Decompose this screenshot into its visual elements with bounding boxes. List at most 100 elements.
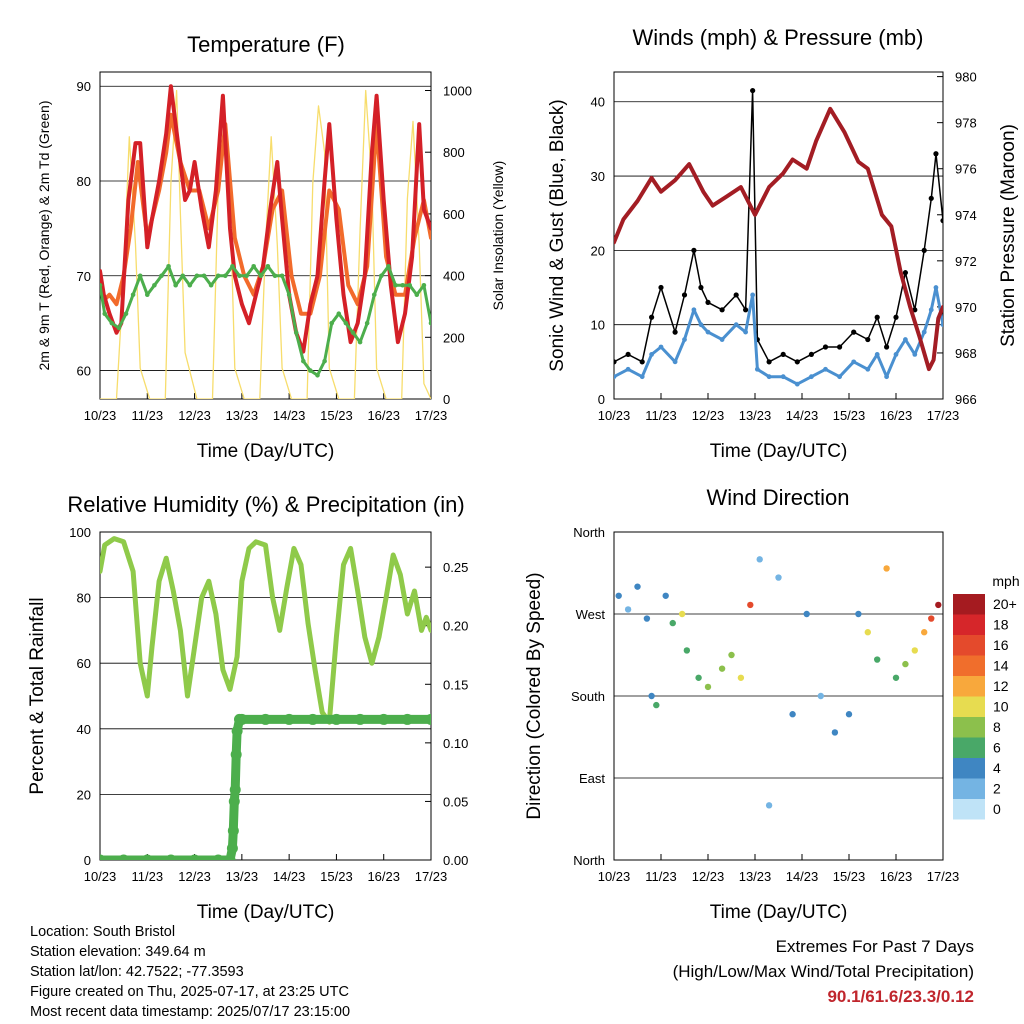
precip-point (378, 713, 390, 725)
figure-created: Figure created on Thu, 2025-07-17, at 23… (30, 984, 349, 1000)
precip-point (236, 713, 248, 725)
panel-3-xtick-label: 10/23 (598, 869, 631, 884)
precip-point (354, 713, 366, 725)
panel-2-xtick-label: 14/23 (273, 869, 306, 884)
panel-1-y2tick-label: 978 (955, 116, 977, 131)
direction-point (756, 556, 763, 563)
wind-point (865, 366, 871, 372)
legend-label: 2 (993, 781, 1001, 797)
legend-label: 14 (993, 658, 1009, 674)
wind-point (705, 329, 711, 335)
legend-label: 4 (993, 760, 1001, 776)
direction-point (669, 619, 676, 627)
precip-point (227, 825, 239, 837)
td2m-point (329, 320, 335, 326)
panel-0-xtick-label: 15/23 (320, 408, 353, 423)
direction-point (737, 674, 745, 681)
panel-3-xtick-label: 13/23 (739, 869, 772, 884)
panel-3-ytick-label: South (571, 689, 605, 704)
panel-0-y2tick-label: 800 (443, 145, 465, 160)
precip-point (401, 713, 413, 725)
wind-point (614, 374, 617, 380)
td2m-point (308, 368, 313, 373)
direction-point (653, 701, 660, 709)
panel-2-y2tick-label: 0.25 (443, 560, 468, 575)
legend-swatch (953, 799, 985, 820)
panel-3-xtick-label: 16/23 (880, 869, 913, 884)
precip-point (224, 854, 236, 860)
panel-2-y2tick-label: 0.05 (443, 794, 468, 809)
solar-insolation-line (100, 89, 431, 399)
direction-point (789, 711, 796, 718)
legend-label: 12 (993, 678, 1009, 694)
panel-2-xtick-label: 10/23 (84, 869, 117, 884)
td2m-point (428, 320, 431, 326)
direction-point (695, 674, 702, 681)
precip-line (100, 714, 431, 860)
precip-point (118, 854, 130, 860)
legend-swatch (953, 717, 985, 738)
legend-swatch (953, 758, 985, 779)
td2m-point (279, 273, 285, 279)
wind-point (639, 374, 645, 380)
panel-1-y2tick-label: 970 (955, 300, 977, 315)
precip-point (283, 713, 295, 725)
wind-point (691, 307, 697, 313)
panel-3-plot-area (615, 556, 942, 809)
td2m-point (336, 311, 342, 316)
direction-point (921, 629, 928, 636)
panel-0-xtick-label: 14/23 (273, 408, 306, 423)
panel-1-xtick-label: 11/23 (645, 408, 677, 423)
td2m-point (173, 282, 178, 288)
td2m-point (194, 273, 200, 279)
legend-label: 10 (993, 699, 1009, 715)
panel-1-xtick-label: 14/23 (786, 408, 819, 423)
td2m-point (343, 320, 349, 326)
legend-swatch (953, 594, 985, 615)
td2m-point (293, 330, 299, 335)
station-location: Location: South Bristol (30, 924, 176, 940)
panel-1-xtick-label: 17/23 (927, 408, 960, 423)
legend-swatch (953, 635, 985, 656)
direction-point (615, 592, 622, 599)
wind-point (933, 285, 939, 290)
wind-point (912, 352, 918, 357)
direction-point (718, 665, 726, 672)
td2m-point (251, 264, 256, 269)
t9m-line (100, 112, 431, 316)
panel-1-xtick-label: 15/23 (833, 408, 866, 423)
precip-point (425, 713, 431, 725)
direction-point (864, 629, 871, 636)
panel-0-xtick-label: 16/23 (367, 408, 400, 423)
direction-point (883, 565, 890, 572)
legend-swatch (953, 676, 985, 697)
panel-1-ytick-label: 10 (591, 318, 605, 333)
panel-0-ytick-label: 90 (77, 79, 91, 94)
station-latlon: Station lat/lon: 42.7522; -77.3593 (30, 964, 244, 980)
station-elevation: Station elevation: 349.64 m (30, 944, 206, 960)
td2m-point (102, 311, 108, 316)
panel-3-xtick-label: 14/23 (786, 869, 819, 884)
legend-swatch (953, 778, 985, 799)
direction-point (831, 729, 839, 736)
wind-point (649, 352, 654, 357)
panel-2-ylabel: Percent & Total Rainfall (27, 597, 48, 794)
td2m-point (215, 273, 221, 279)
td2m-point (414, 292, 420, 298)
wind-point (809, 374, 814, 380)
panel-0-xlabel: Time (Day/UTC) (197, 441, 335, 462)
wind-point (837, 374, 842, 380)
t2m-line (100, 84, 431, 354)
winds-pressure-panel: Winds (mph) & Pressure (mb) 10/23 11/23 12/… (547, 25, 1019, 462)
precip-point (260, 713, 271, 725)
panel-3-xtick-label: 11/23 (645, 869, 677, 884)
panel-2-xlabel: Time (Day/UTC) (197, 902, 335, 923)
panel-1-title: Winds (mph) & Pressure (mb) (633, 25, 924, 50)
precip-point (228, 795, 240, 807)
wind-point (682, 337, 687, 342)
panel-2-xtick-label: 17/23 (415, 869, 448, 884)
panel-0-y2tick-label: 1000 (443, 84, 472, 99)
td2m-point (301, 358, 306, 364)
station-info: Location: South Bristol Station elevatio… (30, 922, 350, 1022)
legend-swatch (953, 614, 985, 635)
